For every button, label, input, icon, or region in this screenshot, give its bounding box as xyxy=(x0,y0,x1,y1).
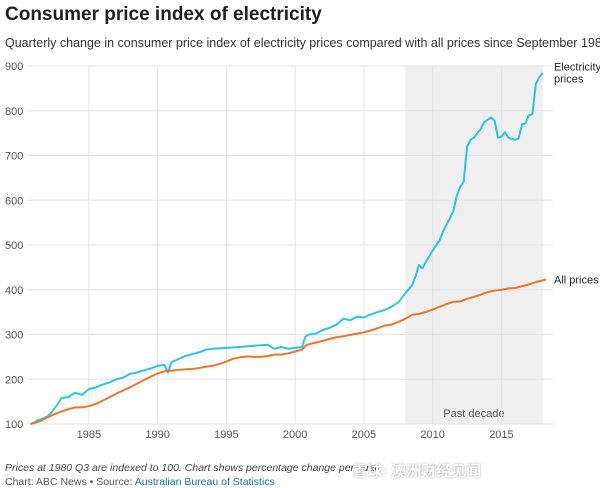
x-tick-label: 1985 xyxy=(77,429,101,441)
x-tick-label: 2010 xyxy=(420,429,444,441)
series-label-electricity-prices: Electricity prices xyxy=(554,62,600,86)
chart-title: Consumer price index of electricity xyxy=(5,4,322,25)
watermark-text: 雪球: 澳洲财经见闻 xyxy=(352,463,482,480)
x-tick-label: 1990 xyxy=(145,429,169,441)
y-tick-label: 600 xyxy=(5,195,23,207)
series-label-all-prices: All prices xyxy=(554,274,599,286)
y-tick-label: 200 xyxy=(5,374,23,386)
source-link[interactable]: Australian Bureau of Statistics xyxy=(134,476,275,488)
chart-credit: Chart: ABC News • Source: Australian Bur… xyxy=(5,476,275,488)
x-tick-label: 2000 xyxy=(283,429,307,441)
y-tick-label: 500 xyxy=(5,240,23,252)
y-tick-label: 400 xyxy=(5,285,23,297)
x-tick-label: 1995 xyxy=(214,429,238,441)
x-tick-label: 2015 xyxy=(489,429,513,441)
series-line-electricity-prices xyxy=(30,72,544,425)
y-tick-label: 100 xyxy=(5,419,23,431)
x-tick-label: 2005 xyxy=(352,429,376,441)
y-tick-label: 800 xyxy=(5,106,23,118)
y-tick-label: 700 xyxy=(5,151,23,163)
y-tick-label: 900 xyxy=(5,61,23,73)
credit-prefix: Chart: ABC News • Source: xyxy=(5,476,135,488)
chart-subtitle: Quarterly change in consumer price index… xyxy=(5,36,600,50)
shaded-region-label: Past decade xyxy=(443,408,504,420)
y-tick-label: 300 xyxy=(5,330,23,342)
chart-footnote: Prices at 1980 Q3 are indexed to 100. Ch… xyxy=(5,462,378,474)
series-line-all-prices xyxy=(30,278,547,425)
